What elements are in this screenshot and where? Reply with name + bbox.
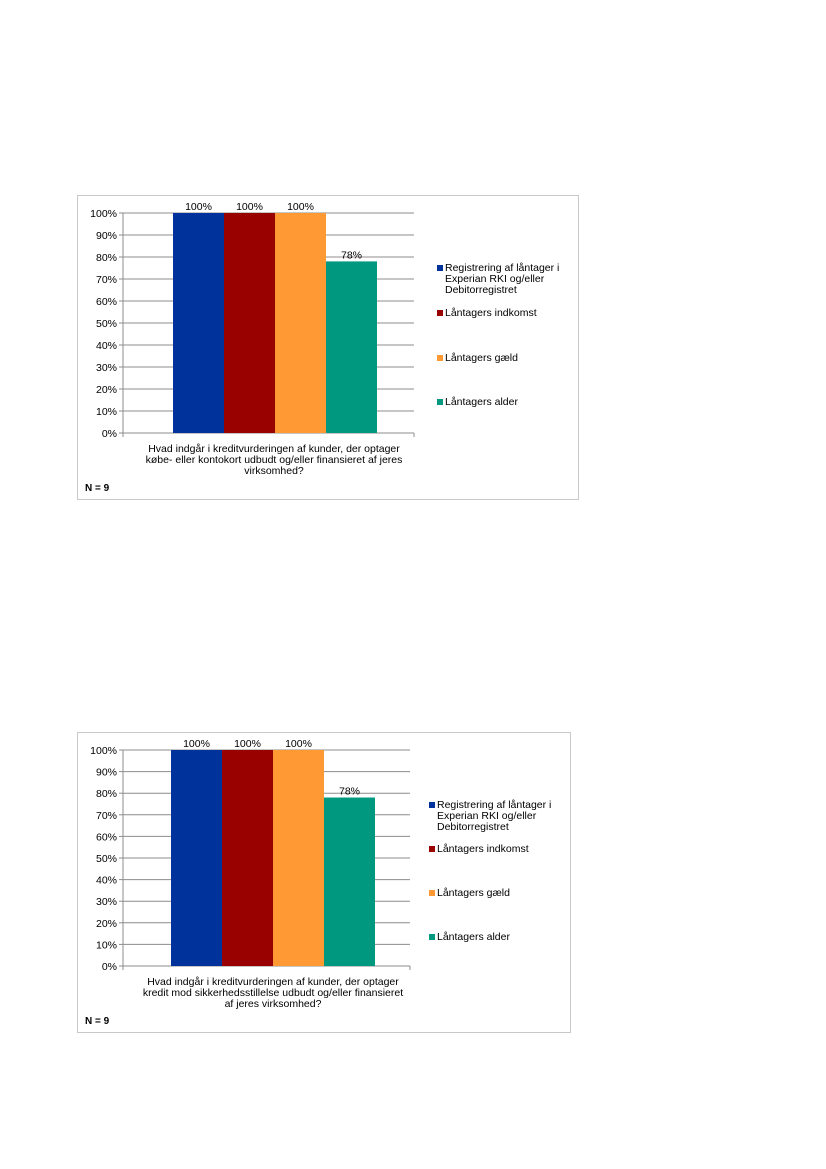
data-label: 100% xyxy=(285,738,312,750)
y-tick-label: 0% xyxy=(102,428,117,440)
chart-1: 0% 10% 20% 30% 40% 50% 60% 70% 80% 90% 100% 100% 100… xyxy=(77,195,579,500)
chart-2: 0% 10% 20% 30% 40% 50% 60% 70% 80% 90% 100% 100% 100… xyxy=(77,732,571,1033)
bar xyxy=(173,213,224,433)
y-tick-label: 20% xyxy=(96,384,117,396)
x-axis-label: Hvad indgår i kreditvurderingen af kunde… xyxy=(147,976,399,988)
bar xyxy=(326,261,377,433)
legend-label: Debitorregistret xyxy=(437,821,509,833)
data-label: 100% xyxy=(234,738,261,750)
legend-label: Registrering af låntager i xyxy=(437,799,551,811)
legend-label: Låntagers gæld xyxy=(445,352,518,364)
data-label: 78% xyxy=(339,786,360,798)
y-tick-label: 40% xyxy=(96,875,117,887)
data-label: 100% xyxy=(236,201,263,213)
legend-label: Låntagers alder xyxy=(445,396,518,408)
x-axis-label: af jeres virksomhed? xyxy=(225,998,322,1010)
data-label: 78% xyxy=(341,249,362,261)
y-tick-label: 80% xyxy=(96,788,117,800)
chart-1-svg: 0% 10% 20% 30% 40% 50% 60% 70% 80% 90% 100% 100% 100… xyxy=(90,201,559,477)
legend-label: Låntagers gæld xyxy=(437,887,510,899)
legend-label: Låntagers indkomst xyxy=(445,307,537,319)
legend-swatch xyxy=(429,846,435,852)
legend-label: Experian RKI og/eller xyxy=(445,273,545,285)
y-tick-label: 100% xyxy=(90,745,117,757)
y-tick-label: 30% xyxy=(96,896,117,908)
y-tick-label: 60% xyxy=(96,296,117,308)
legend-label: Experian RKI og/eller xyxy=(437,810,537,822)
y-tick-label: 0% xyxy=(102,961,117,973)
sample-size-note: N = 9 xyxy=(85,1016,110,1027)
bar xyxy=(171,750,222,966)
bar xyxy=(324,797,375,966)
x-axis-label: købe- eller kontokort udbudt og/eller fi… xyxy=(146,454,403,466)
bar xyxy=(275,213,326,433)
bar xyxy=(273,750,324,966)
y-tick-label: 60% xyxy=(96,831,117,843)
legend-swatch xyxy=(437,399,443,405)
legend-label: Registrering af låntager i xyxy=(445,262,559,274)
y-tick-label: 10% xyxy=(96,939,117,951)
y-tick-label: 90% xyxy=(96,230,117,242)
legend-label: Debitorregistret xyxy=(445,284,517,296)
y-tick-label: 70% xyxy=(96,274,117,286)
y-tick-label: 10% xyxy=(96,406,117,418)
bar xyxy=(224,213,275,433)
data-label: 100% xyxy=(183,738,210,750)
legend-swatch xyxy=(429,890,435,896)
y-tick-label: 90% xyxy=(96,767,117,779)
y-tick-label: 70% xyxy=(96,810,117,822)
legend-label: Låntagers indkomst xyxy=(437,843,529,855)
legend-swatch xyxy=(437,265,443,271)
legend-swatch xyxy=(429,802,435,808)
legend-swatch xyxy=(437,310,443,316)
y-tick-label: 100% xyxy=(90,208,117,220)
chart-2-svg: 0% 10% 20% 30% 40% 50% 60% 70% 80% 90% 100% 100% 100… xyxy=(90,738,551,1010)
x-axis-label: kredit mod sikkerhedsstillelse udbudt og… xyxy=(143,987,403,999)
sample-size-note: N = 9 xyxy=(85,483,110,494)
y-tick-label: 50% xyxy=(96,853,117,865)
y-tick-label: 40% xyxy=(96,340,117,352)
data-label: 100% xyxy=(185,201,212,213)
x-axis-label: Hvad indgår i kreditvurderingen af kunde… xyxy=(148,443,400,455)
data-label: 100% xyxy=(287,201,314,213)
y-tick-label: 50% xyxy=(96,318,117,330)
y-tick-label: 20% xyxy=(96,918,117,930)
legend-swatch xyxy=(429,934,435,940)
bar xyxy=(222,750,273,966)
legend-label: Låntagers alder xyxy=(437,931,510,943)
y-tick-label: 80% xyxy=(96,252,117,264)
legend-swatch xyxy=(437,355,443,361)
y-tick-label: 30% xyxy=(96,362,117,374)
x-axis-label: virksomhed? xyxy=(244,465,304,477)
